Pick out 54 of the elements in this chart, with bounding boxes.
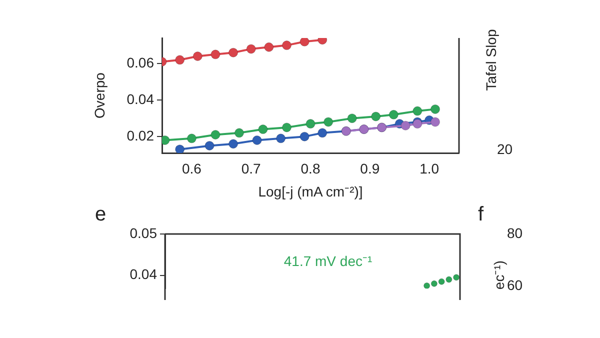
y2-tick-label: 80	[507, 224, 523, 241]
point	[210, 50, 220, 60]
point	[228, 139, 238, 149]
point	[388, 110, 398, 120]
point	[300, 38, 310, 46]
point	[276, 134, 286, 144]
x-tick-label: 0.9	[360, 160, 380, 176]
point	[347, 114, 357, 124]
point	[400, 120, 410, 130]
point	[453, 274, 460, 281]
point	[175, 55, 185, 65]
point	[430, 117, 440, 127]
x-tick-label: 1.0	[420, 160, 440, 176]
point	[430, 280, 438, 287]
point	[204, 140, 214, 150]
point	[252, 135, 262, 145]
point	[424, 282, 430, 289]
point	[318, 128, 328, 138]
annotation: 41.7 mV dec⁻¹	[284, 252, 372, 269]
y-tick-label: 0.05	[130, 224, 158, 241]
y2-tick-label: 60	[507, 276, 523, 293]
y-tick-label: 0.04	[126, 90, 154, 107]
x-tick-label: 0.8	[300, 160, 320, 176]
y-axis-title: Overpo	[91, 72, 108, 118]
point	[186, 134, 196, 144]
point	[300, 132, 310, 142]
x-axis-title: Log[-j (mA cm⁻²)]	[258, 183, 363, 200]
point	[192, 52, 202, 62]
point	[264, 42, 274, 52]
point	[246, 44, 256, 54]
y2-axis-title: ec⁻¹)	[490, 260, 507, 290]
y-tick-label: 0.06	[126, 54, 154, 70]
point	[324, 117, 334, 127]
point	[228, 48, 238, 58]
point	[234, 128, 244, 138]
point	[175, 144, 185, 153]
x-tick-label: 0.6	[182, 160, 202, 176]
chart-title: e	[95, 204, 106, 226]
point	[210, 130, 220, 140]
x-tick-label: 0.7	[241, 160, 262, 176]
y-tick-label: 0.04	[130, 266, 158, 282]
point	[306, 119, 316, 129]
point	[282, 40, 292, 50]
text: f	[478, 204, 484, 226]
point	[430, 104, 440, 114]
point	[371, 112, 381, 122]
y2-axis-title: Tafel Slop	[482, 29, 499, 91]
point	[438, 278, 445, 285]
point	[446, 276, 452, 283]
text: 20	[497, 140, 513, 157]
point	[282, 122, 292, 132]
y-tick-label: 0.02	[126, 127, 154, 144]
point	[258, 124, 268, 134]
point	[412, 106, 422, 116]
